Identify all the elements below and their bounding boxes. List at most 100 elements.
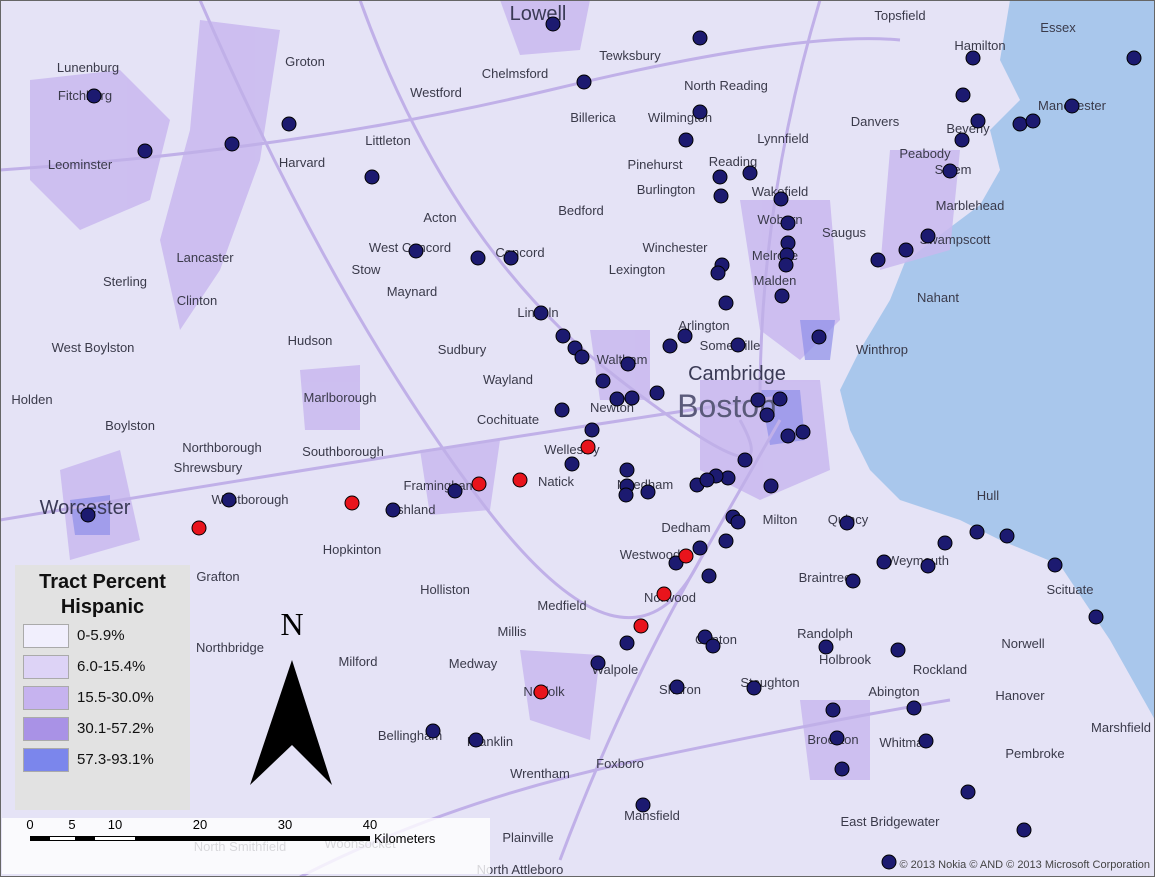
site-dot — [618, 487, 634, 503]
site-dot-red — [533, 684, 549, 700]
place-label: Lexington — [609, 262, 665, 277]
site-dot — [649, 385, 665, 401]
site-dot — [677, 328, 693, 344]
site-dot-red — [344, 495, 360, 511]
place-label: East Bridgewater — [841, 814, 941, 829]
north-arrow: N — [250, 606, 332, 785]
place-label: Burlington — [637, 182, 696, 197]
site-dot — [555, 328, 571, 344]
site-dot — [969, 524, 985, 540]
site-dot — [692, 30, 708, 46]
place-label: Chelmsford — [482, 66, 548, 81]
place-label: Nahant — [917, 290, 959, 305]
site-dot — [80, 507, 96, 523]
scale-label: 40 — [363, 817, 377, 832]
site-dot — [86, 88, 102, 104]
site-dot — [1064, 98, 1080, 114]
site-dot — [774, 288, 790, 304]
place-label: Maynard — [387, 284, 438, 299]
place-label: Grafton — [196, 569, 239, 584]
place-label: Peabody — [899, 146, 951, 161]
place-label: Westwood — [620, 547, 680, 562]
place-label: Clinton — [177, 293, 217, 308]
north-label: N — [280, 606, 303, 642]
place-label: Northborough — [182, 440, 262, 455]
site-dot — [718, 295, 734, 311]
legend-label: 15.5-30.0% — [77, 689, 154, 706]
place-label: Newton — [590, 400, 634, 415]
place-label: Danvers — [851, 114, 900, 129]
site-dot — [954, 132, 970, 148]
scale-bg — [2, 818, 490, 874]
site-dot — [425, 723, 441, 739]
place-label: Groton — [285, 54, 325, 69]
place-label: Topsfield — [874, 8, 925, 23]
site-dot — [584, 422, 600, 438]
site-dot — [811, 329, 827, 345]
site-dot-red — [678, 548, 694, 564]
place-label: Foxboro — [596, 756, 644, 771]
place-label: Sudbury — [438, 342, 487, 357]
place-label: Milton — [763, 512, 798, 527]
site-dot-red — [191, 520, 207, 536]
legend-swatch — [23, 654, 69, 679]
place-label: Acton — [423, 210, 456, 225]
place-label: Weymouth — [887, 553, 949, 568]
site-dot — [829, 730, 845, 746]
place-label: Milford — [338, 654, 377, 669]
site-dot — [137, 143, 153, 159]
site-dot — [701, 568, 717, 584]
place-label: Woburn — [757, 212, 802, 227]
site-dot — [818, 639, 834, 655]
place-label: Abington — [868, 684, 919, 699]
site-dot — [545, 16, 561, 32]
site-dot — [712, 169, 728, 185]
site-dot — [780, 215, 796, 231]
site-dot — [221, 492, 237, 508]
sites — [80, 16, 1142, 870]
site-dot — [898, 242, 914, 258]
place-label: Lynnfield — [757, 131, 809, 146]
site-dot — [778, 257, 794, 273]
site-dot — [590, 655, 606, 671]
site-dot — [839, 515, 855, 531]
site-dot — [1016, 822, 1032, 838]
place-label: Hudson — [288, 333, 333, 348]
legend-swatch — [23, 623, 69, 648]
place-label: Hanover — [995, 688, 1045, 703]
scale-label: 30 — [278, 817, 292, 832]
site-dot — [609, 391, 625, 407]
site-dot — [470, 250, 486, 266]
copyright: © 2013 Nokia © AND © 2013 Microsoft Corp… — [899, 859, 1150, 871]
site-dot — [364, 169, 380, 185]
site-dot — [1012, 116, 1028, 132]
scale-label: 5 — [68, 817, 75, 832]
place-label: Marshfield — [1091, 720, 1151, 735]
site-dot — [468, 732, 484, 748]
place-label: Boylston — [105, 418, 155, 433]
legend-item: 15.5-30.0% — [23, 682, 190, 713]
site-dot — [713, 188, 729, 204]
site-dot — [960, 784, 976, 800]
legend-label: 0-5.9% — [77, 627, 125, 644]
place-label: Winchester — [642, 240, 708, 255]
site-dot — [965, 50, 981, 66]
site-dot — [955, 87, 971, 103]
site-dot — [742, 165, 758, 181]
place-label: Malden — [754, 273, 797, 288]
site-dot — [942, 163, 958, 179]
place-label: Billerica — [570, 110, 616, 125]
place-label: Cambridge — [688, 363, 786, 385]
place-label: Worcester — [40, 497, 131, 519]
site-dot — [920, 558, 936, 574]
site-dot — [1126, 50, 1142, 66]
place-label: Holden — [11, 392, 52, 407]
place-label: Randolph — [797, 626, 853, 641]
site-dot — [773, 191, 789, 207]
site-dot — [920, 228, 936, 244]
place-label: Ashland — [389, 502, 436, 517]
place-label: Bedford — [558, 203, 604, 218]
site-dot-red — [633, 618, 649, 634]
